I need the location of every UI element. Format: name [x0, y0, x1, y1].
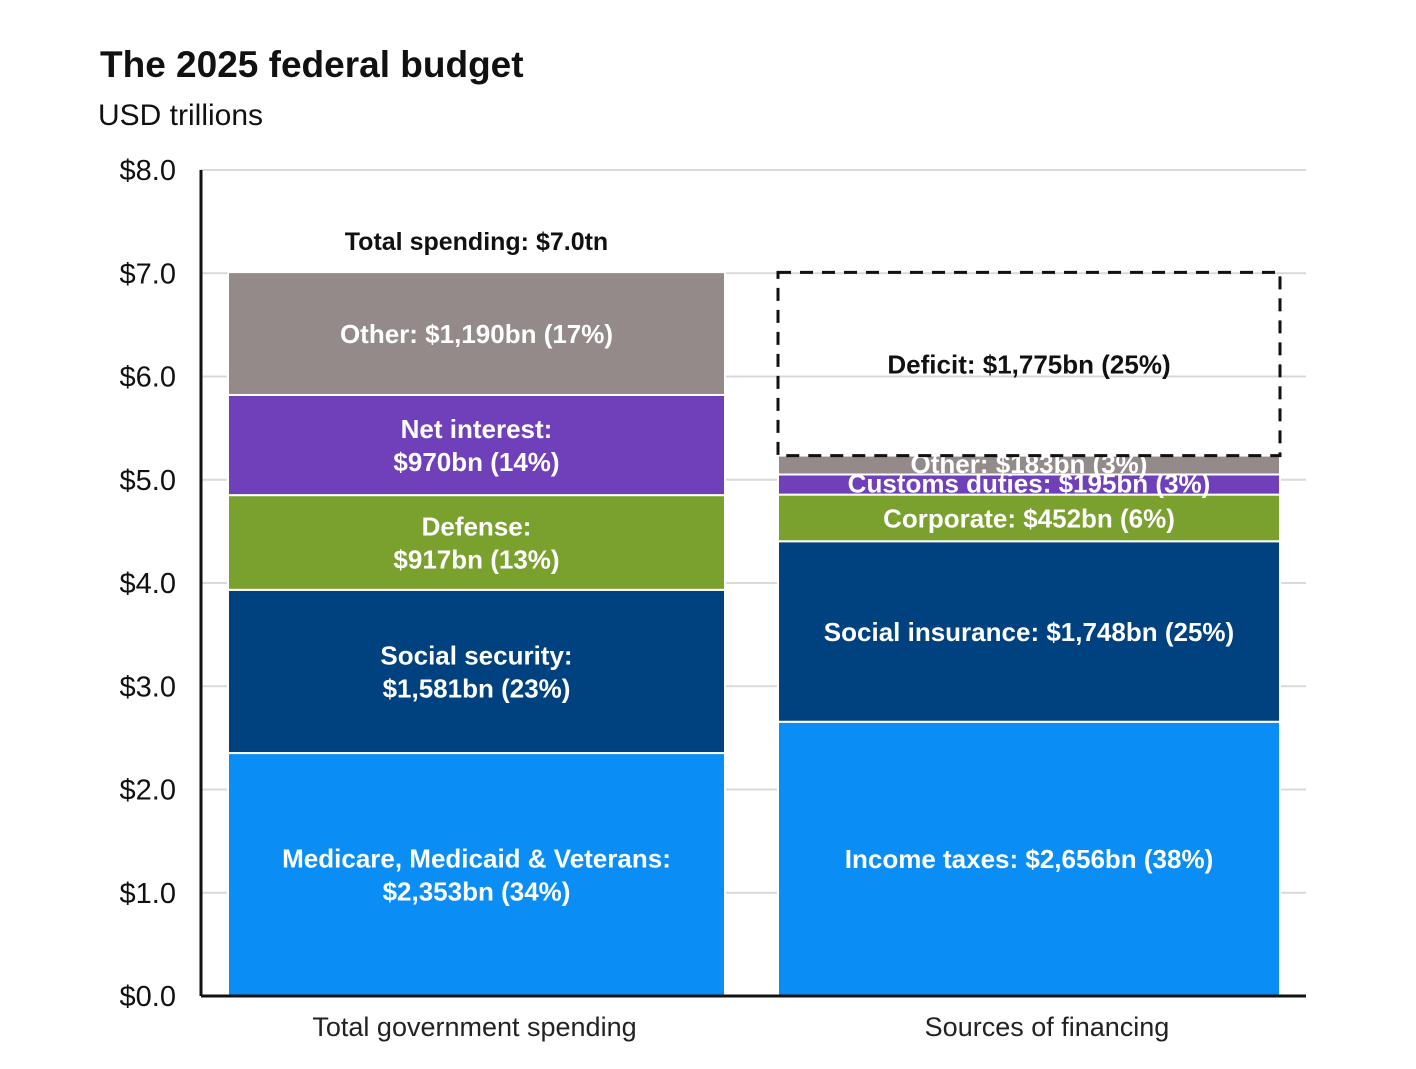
y-tick-label: $4.0	[120, 568, 176, 600]
y-tick-label: $6.0	[120, 362, 176, 394]
total-government-spending-net-interest-segment	[227, 393, 726, 497]
total-government-spending-social-security-label: Social security: $1,581bn (23%)	[380, 640, 572, 703]
sources-of-financing-deficit-segment	[776, 270, 1282, 458]
x-category-label: Total government spending	[312, 1012, 636, 1042]
sources-of-financing-corporate-label: Corporate: $452bn (6%)	[883, 503, 1175, 533]
sources-of-financing-other-label: Other: $183bn (3%)	[911, 449, 1148, 479]
y-tick-label: $2.0	[120, 775, 176, 807]
y-tick-label: $3.0	[120, 671, 176, 703]
total-government-spending-net-interest-label: Net interest: $970bn (14%)	[393, 414, 559, 477]
total-government-spending-defense-label: Defense: $917bn (13%)	[393, 511, 559, 574]
total-government-spending-medicare-medicaid-veterans-segment	[227, 752, 726, 997]
total-government-spending-other-label: Other: $1,190bn (17%)	[340, 319, 613, 349]
sources-of-financing-income-taxes-segment	[777, 720, 1281, 997]
total-government-spending-total-annotation: Total spending: $7.0tn	[345, 228, 608, 256]
sources-of-financing-income-taxes-label: Income taxes: $2,656bn (38%)	[845, 844, 1214, 874]
chart-title: The 2025 federal budget	[100, 44, 524, 85]
total-government-spending-social-security-segment	[227, 588, 726, 755]
y-tick-label: $5.0	[120, 465, 176, 497]
y-tick-label: $1.0	[120, 878, 176, 910]
chart-subtitle: USD trillions	[98, 99, 264, 132]
total-government-spending-defense-segment	[227, 494, 726, 591]
y-tick-label: $0.0	[120, 981, 176, 1013]
total-government-spending-medicare-medicaid-veterans-label: Medicare, Medicaid & Veterans: $2,353bn (…	[282, 843, 671, 906]
sources-of-financing-deficit-label: Deficit: $1,775bn (25%)	[887, 349, 1170, 379]
x-category-label: Sources of financing	[925, 1012, 1170, 1042]
y-tick-label: $8.0	[120, 155, 176, 187]
sources-of-financing-corporate-segment	[777, 493, 1281, 543]
sources-of-financing-social-insurance-label: Social insurance: $1,748bn (25%)	[824, 617, 1234, 647]
total-government-spending-other-segment	[227, 271, 726, 396]
y-tick-label: $7.0	[120, 258, 176, 290]
